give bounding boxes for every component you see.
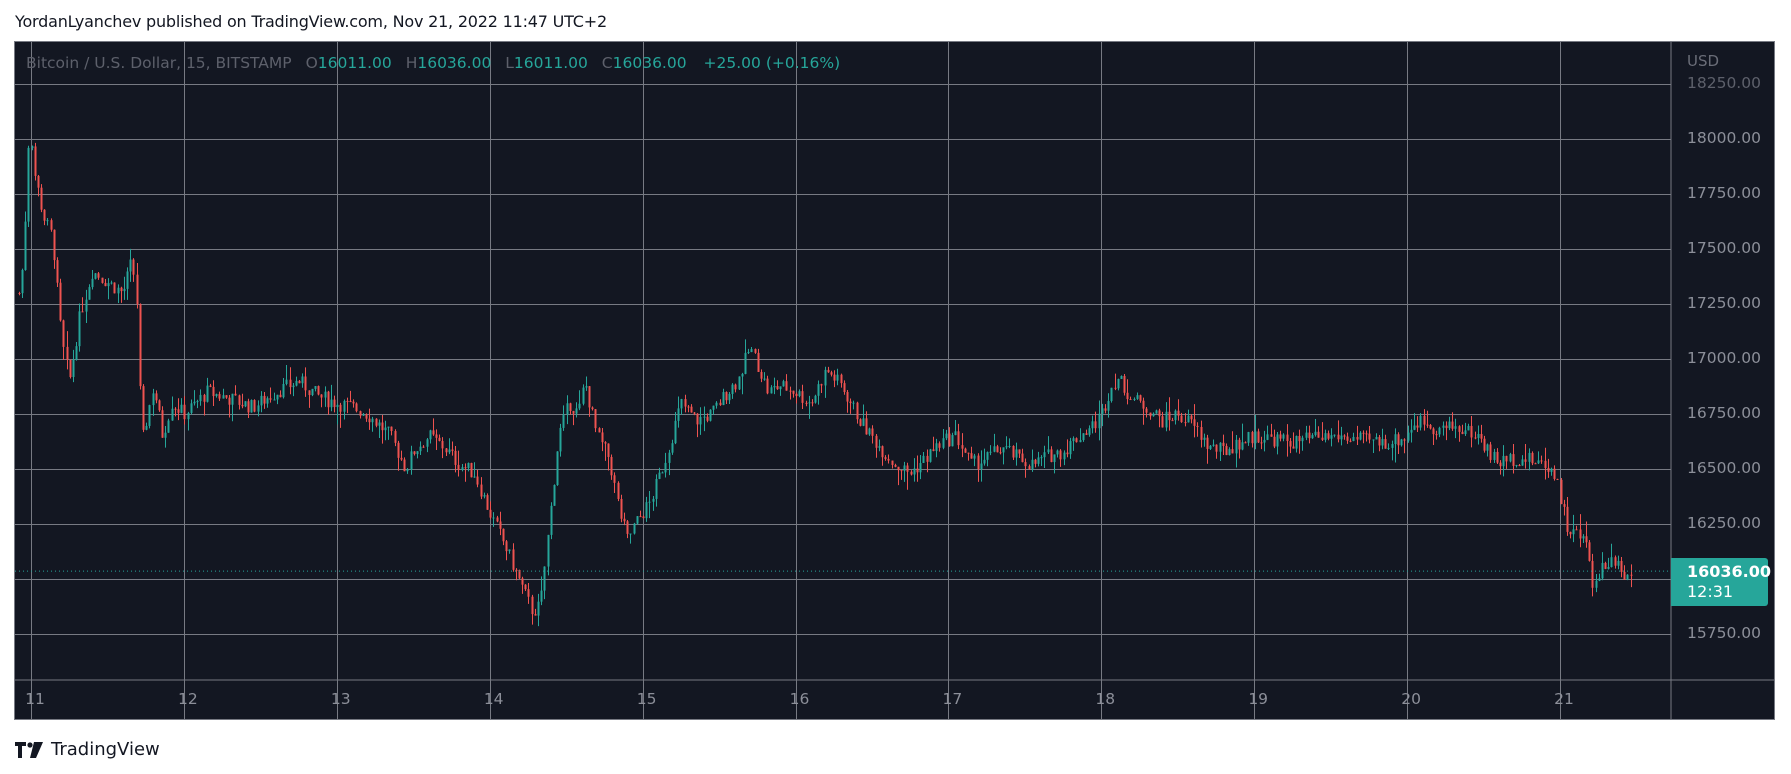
price-tick-label: 16250.00 bbox=[1687, 514, 1761, 532]
open-value: 16011.00 bbox=[317, 54, 392, 72]
brand-name: TradingView bbox=[51, 739, 160, 760]
time-tick-label: 12 bbox=[178, 690, 198, 708]
price-tick-label: 18000.00 bbox=[1687, 129, 1761, 147]
close-key: C bbox=[601, 54, 613, 72]
symbol-name[interactable]: Bitcoin / U.S. Dollar, 15, BITSTAMP bbox=[26, 54, 292, 72]
bar-countdown: 12:31 bbox=[1687, 582, 1734, 601]
high-key: H bbox=[405, 54, 418, 72]
candles bbox=[18, 142, 1633, 627]
price-tick-label: 16750.00 bbox=[1687, 404, 1761, 422]
low-key: L bbox=[505, 54, 514, 72]
last-price-badge: 16036.00 12:31 bbox=[1671, 558, 1772, 606]
time-tick-label: 13 bbox=[330, 690, 351, 708]
low-value: 16011.00 bbox=[513, 54, 588, 72]
price-tick-label: 17500.00 bbox=[1687, 239, 1761, 257]
price-tick-label: 16500.00 bbox=[1687, 459, 1761, 477]
time-tick-label: 16 bbox=[789, 690, 810, 708]
price-tick-label: 15750.00 bbox=[1687, 624, 1761, 642]
chart-panel[interactable] bbox=[14, 41, 1775, 720]
grid-lines bbox=[15, 41, 1671, 720]
time-tick-label: 15 bbox=[636, 690, 657, 708]
time-tick-label: 20 bbox=[1401, 690, 1421, 708]
price-tick-label: 17000.00 bbox=[1687, 349, 1761, 367]
symbol-legend: Bitcoin / U.S. Dollar, 15, BITSTAMP O160… bbox=[26, 54, 840, 72]
open-key: O bbox=[305, 54, 318, 72]
price-tick-label: 18250.00 bbox=[1687, 74, 1761, 92]
time-tick-label: 11 bbox=[25, 690, 45, 708]
time-tick-label: 14 bbox=[483, 690, 504, 708]
currency-label: USD bbox=[1687, 52, 1720, 70]
time-tick-label: 21 bbox=[1554, 690, 1574, 708]
high-value: 16036.00 bbox=[417, 54, 492, 72]
publisher-line: YordanLyanchev published on TradingView.… bbox=[15, 12, 607, 31]
time-tick-label: 19 bbox=[1248, 690, 1269, 708]
price-tick-label: 17250.00 bbox=[1687, 294, 1761, 312]
close-value: 16036.00 bbox=[612, 54, 687, 72]
tradingview-logo-icon bbox=[15, 741, 43, 758]
time-tick-label: 17 bbox=[942, 690, 963, 708]
price-tick-label: 17750.00 bbox=[1687, 184, 1761, 202]
tradingview-logo[interactable]: TradingView bbox=[15, 739, 160, 760]
change-value: +25.00 (+0.16%) bbox=[703, 54, 841, 72]
time-tick-label: 18 bbox=[1095, 690, 1116, 708]
last-price-value: 16036.00 bbox=[1687, 562, 1772, 581]
